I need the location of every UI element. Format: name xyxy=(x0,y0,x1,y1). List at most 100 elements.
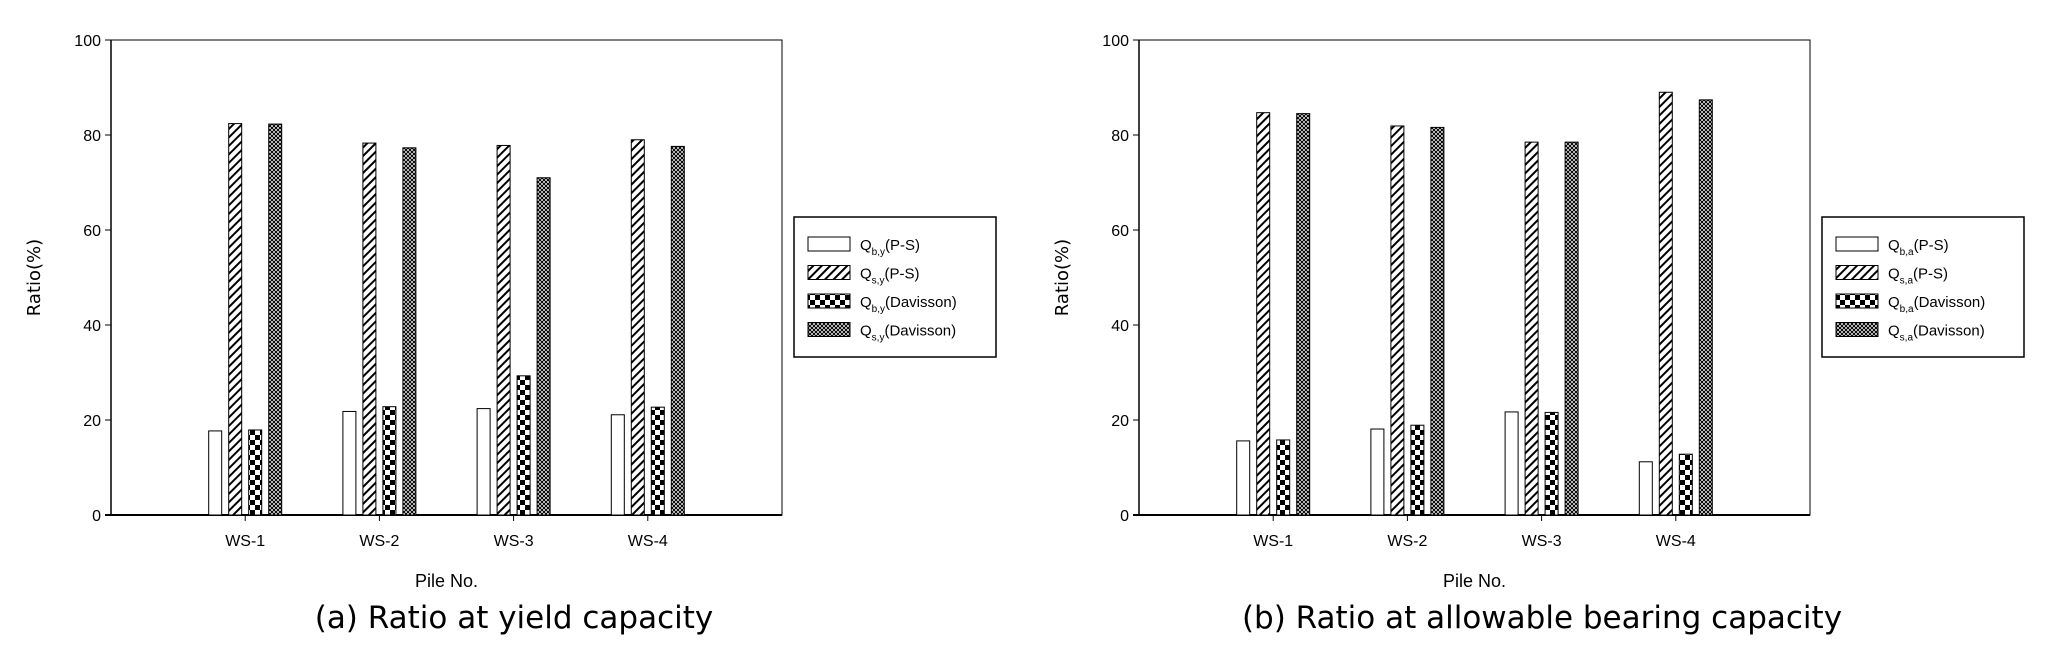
y-tick-label: 80 xyxy=(1111,128,1129,145)
y-tick-label: 100 xyxy=(1102,33,1129,50)
legend-sub: s,a xyxy=(1900,276,1914,287)
bar-checker xyxy=(516,375,531,516)
bar-open xyxy=(208,430,223,516)
bar-checker xyxy=(650,406,665,516)
bar-open xyxy=(1370,428,1385,516)
x-axis-label: Pile No. xyxy=(1443,571,1506,591)
legend-label: Qb,y(Davisson) xyxy=(860,294,957,315)
y-tick-label: 60 xyxy=(83,223,101,240)
bar-checker xyxy=(1544,411,1559,516)
bar-open xyxy=(342,410,357,516)
chart-b: 0 20 40 60 80 100 WS-1 WS-2 WS-3 WS-4 Pile No. Rati… xyxy=(1052,33,2025,591)
y-tick-label: 40 xyxy=(1111,318,1129,335)
y-tick-label: 40 xyxy=(83,318,101,335)
legend-swatch-hatch xyxy=(1835,265,1879,280)
bar-crosshatch xyxy=(536,177,551,516)
bar-crosshatch xyxy=(268,123,283,516)
legend-suffix: (P-S) xyxy=(1913,266,1948,283)
legend-swatch-checker xyxy=(807,293,851,309)
x-axis-label: Pile No. xyxy=(415,571,478,591)
bar-crosshatch xyxy=(670,145,685,516)
caption-a: (a) Ratio at yield capacity xyxy=(314,600,714,636)
legend-sub: b,a xyxy=(1900,304,1914,315)
bar-hatch xyxy=(630,139,645,516)
legend-label: Qs,y(Davisson) xyxy=(860,323,956,344)
legend-suffix: (Davisson) xyxy=(884,323,956,340)
legend-label: Qs,y(P-S) xyxy=(860,266,919,287)
legend-sub: s,y xyxy=(872,276,885,287)
legend-suffix: (Davisson) xyxy=(885,294,957,311)
legend-sub: b,y xyxy=(872,304,885,315)
legend-q: Q xyxy=(860,237,872,254)
legend-swatch-crosshatch xyxy=(807,322,851,337)
y-tick-label: 0 xyxy=(1120,508,1129,525)
bar-open xyxy=(1236,440,1251,516)
legend-suffix: (P-S) xyxy=(885,237,920,254)
legend-q: Q xyxy=(860,323,872,340)
x-tick-label: WS-4 xyxy=(628,533,668,550)
bar-crosshatch xyxy=(402,147,417,516)
y-tick-label: 60 xyxy=(1111,223,1129,240)
bar-hatch xyxy=(1390,125,1405,516)
x-tick-label: WS-1 xyxy=(225,533,265,550)
bar-crosshatch xyxy=(1430,126,1445,516)
y-tick-label: 80 xyxy=(83,128,101,145)
caption-b: (b) Ratio at allowable bearing capacity xyxy=(1241,600,1843,636)
chart-a: 0 20 40 60 80 100 WS-1 WS-2 WS-3 WS-4 Pile No. Rati… xyxy=(24,33,997,591)
bar-open xyxy=(476,408,491,516)
y-axis-label: Ratio(%) xyxy=(1052,239,1073,316)
bar-open xyxy=(1504,411,1519,516)
bar-hatch xyxy=(228,123,243,516)
legend-suffix: (P-S) xyxy=(1914,237,1949,254)
x-tick-label: WS-3 xyxy=(1522,533,1562,550)
legend: Qb,a(P-S)Qs,a(P-S)Qb,a(Davisson)Qs,a(Dav… xyxy=(1821,216,2025,358)
bar-hatch xyxy=(1524,141,1539,516)
bar-checker xyxy=(1410,424,1425,516)
legend: Qb,y(P-S)Qs,y(P-S)Qb,y(Davisson)Qs,y(Dav… xyxy=(793,216,997,358)
legend-swatch-hatch xyxy=(807,265,851,280)
legend-q: Q xyxy=(1888,323,1900,340)
legend-label: Qb,a(Davisson) xyxy=(1888,294,1985,315)
legend-swatch-checker xyxy=(1835,293,1879,309)
legend-suffix: (P-S) xyxy=(884,266,919,283)
y-axis-label: Ratio(%) xyxy=(24,239,45,316)
x-tick-label: WS-2 xyxy=(1387,533,1427,550)
legend-sub: b,a xyxy=(1900,247,1914,258)
legend-sub: b,y xyxy=(872,247,885,258)
bar-open xyxy=(610,414,625,516)
x-tick-label: WS-3 xyxy=(494,533,534,550)
bar-checker xyxy=(1276,439,1291,516)
bar-checker xyxy=(1678,453,1693,516)
legend-swatch-open xyxy=(807,236,851,252)
legend-sub: s,y xyxy=(872,333,885,344)
legend-label: Qb,a(P-S) xyxy=(1888,237,1949,258)
x-tick-label: WS-4 xyxy=(1656,533,1696,550)
legend-swatch-open xyxy=(1835,236,1879,252)
legend-suffix: (Davisson) xyxy=(1913,323,1985,340)
y-tick-label: 0 xyxy=(92,508,101,525)
legend-sub: s,a xyxy=(1900,333,1914,344)
bar-checker xyxy=(382,406,397,516)
bar-open xyxy=(1638,461,1653,516)
x-tick-label: WS-1 xyxy=(1253,533,1293,550)
bar-crosshatch xyxy=(1296,113,1311,516)
legend-label: Qs,a(P-S) xyxy=(1888,266,1948,287)
legend-swatch-crosshatch xyxy=(1835,322,1879,337)
legend-q: Q xyxy=(1888,266,1900,283)
legend-label: Qs,a(Davisson) xyxy=(1888,323,1985,344)
bar-hatch xyxy=(362,142,377,516)
legend-q: Q xyxy=(1888,294,1900,311)
legend-label: Qb,y(P-S) xyxy=(860,237,920,258)
bar-hatch xyxy=(1256,112,1271,516)
bar-hatch xyxy=(1658,91,1673,516)
bar-crosshatch xyxy=(1698,99,1713,516)
bar-crosshatch xyxy=(1564,141,1579,516)
y-tick-label: 100 xyxy=(74,33,101,50)
y-tick-label: 20 xyxy=(83,413,101,430)
legend-q: Q xyxy=(860,294,872,311)
legend-q: Q xyxy=(1888,237,1900,254)
legend-q: Q xyxy=(860,266,872,283)
legend-suffix: (Davisson) xyxy=(1914,294,1986,311)
bar-hatch xyxy=(496,144,511,516)
